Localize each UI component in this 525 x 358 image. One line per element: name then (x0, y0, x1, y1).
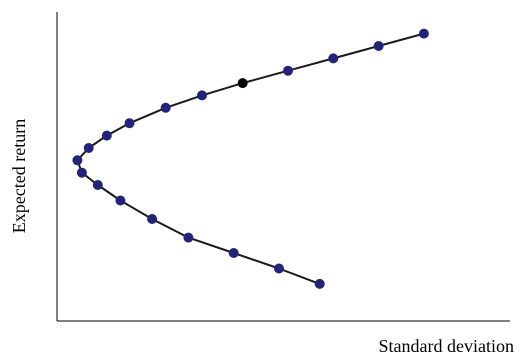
data-point-11 (101, 130, 112, 141)
data-point-18 (373, 41, 384, 51)
data-point-9 (72, 155, 83, 166)
data-point-16 (283, 65, 293, 76)
data-points (72, 28, 429, 289)
data-point-1 (314, 278, 325, 289)
data-point-7 (92, 180, 103, 190)
data-point-2 (274, 263, 284, 274)
data-point-17 (328, 53, 339, 64)
data-point-13 (160, 102, 171, 113)
data-point-12 (124, 118, 135, 129)
x-axis-label: Standard deviation (379, 336, 514, 356)
y-axis-label: Expected return (9, 119, 29, 233)
data-point-8 (76, 167, 87, 178)
data-point-6 (115, 195, 126, 206)
data-point-5 (147, 214, 158, 224)
data-point-3 (228, 248, 239, 258)
data-point-19 (418, 28, 429, 39)
data-point-14 (197, 90, 207, 101)
data-point-10 (83, 143, 94, 153)
data-point-highlighted (237, 78, 248, 89)
frontier-curve (76, 32, 425, 285)
data-point-4 (183, 232, 194, 243)
